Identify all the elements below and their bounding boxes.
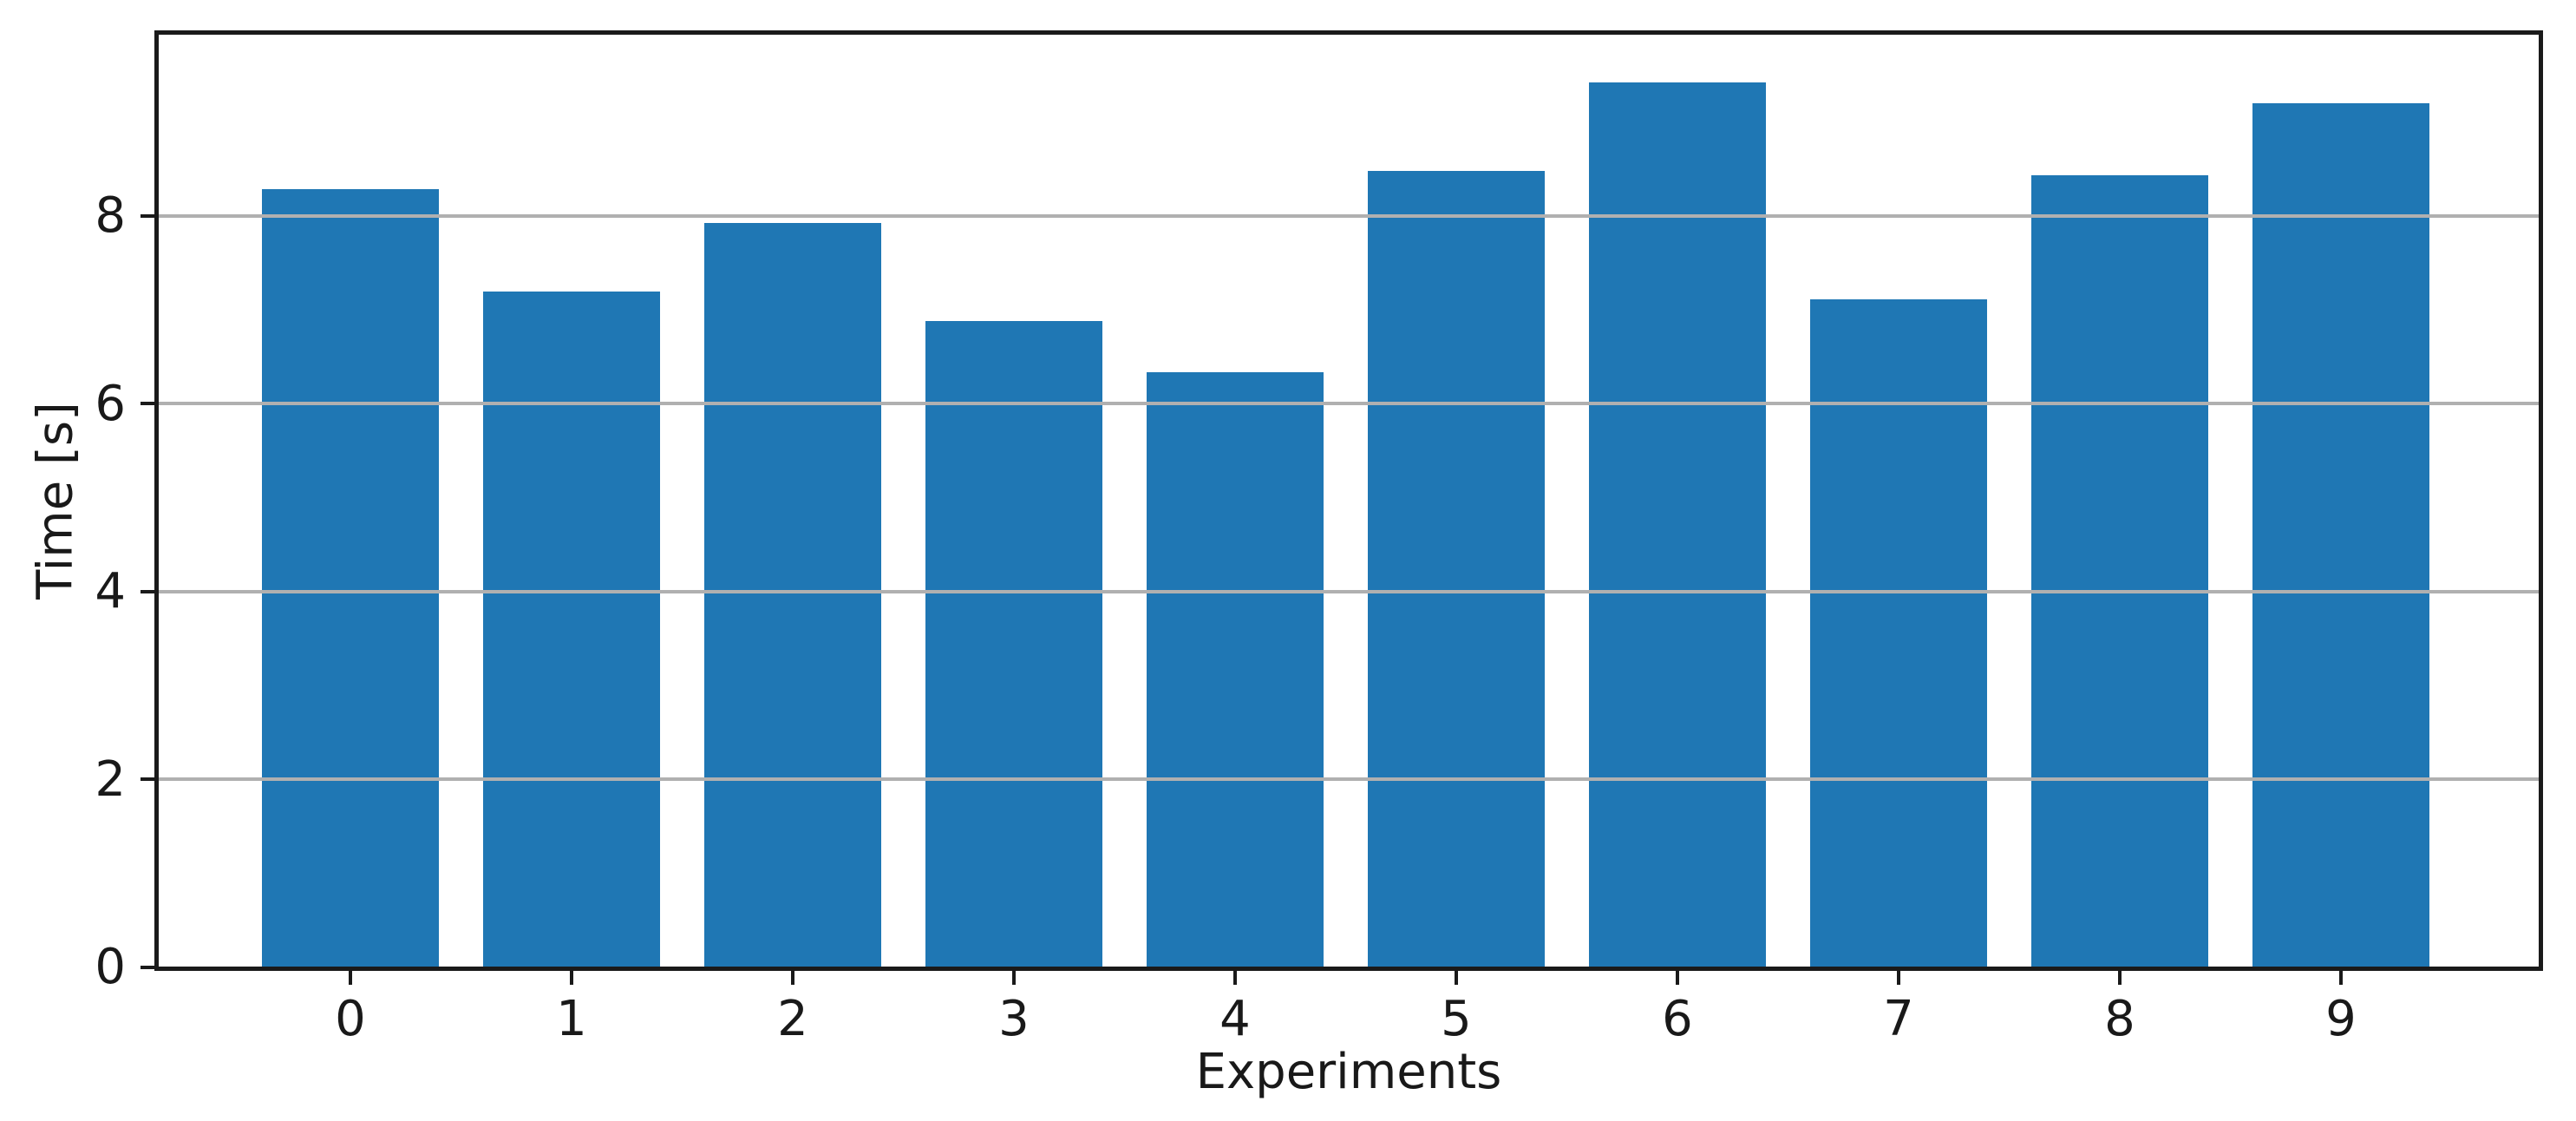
y-tick-mark-8 bbox=[141, 213, 154, 218]
x-tick-mark-8 bbox=[2118, 969, 2122, 985]
y-tick-mark-0 bbox=[141, 965, 154, 969]
x-tick-mark-4 bbox=[1233, 969, 1237, 985]
bar-experiment-7 bbox=[1810, 298, 1987, 967]
x-tick-label-5: 5 bbox=[1441, 990, 1472, 1047]
x-tick-mark-9 bbox=[2339, 969, 2343, 985]
x-tick-mark-3 bbox=[1012, 969, 1016, 985]
x-tick-label-9: 9 bbox=[2325, 990, 2357, 1047]
gridline-y-8 bbox=[159, 213, 2539, 218]
x-tick-label-7: 7 bbox=[1883, 990, 1914, 1047]
bar-experiment-2 bbox=[704, 223, 881, 967]
x-tick-label-2: 2 bbox=[777, 990, 808, 1047]
bar-experiment-3 bbox=[925, 320, 1102, 967]
y-tick-label-0: 0 bbox=[95, 939, 126, 995]
bar-experiment-4 bbox=[1147, 372, 1324, 967]
x-tick-label-8: 8 bbox=[2104, 990, 2135, 1047]
bar-experiment-6 bbox=[1589, 82, 1766, 967]
x-tick-mark-1 bbox=[570, 969, 573, 985]
x-tick-mark-5 bbox=[1455, 969, 1458, 985]
y-tick-mark-6 bbox=[141, 402, 154, 406]
bar-experiment-9 bbox=[2252, 102, 2429, 967]
x-tick-label-3: 3 bbox=[998, 990, 1030, 1047]
gridline-y-2 bbox=[159, 777, 2539, 782]
bar-experiment-0 bbox=[262, 189, 439, 967]
bar-experiment-8 bbox=[2031, 174, 2208, 967]
y-tick-label-6: 6 bbox=[95, 375, 126, 432]
gridline-y-6 bbox=[159, 402, 2539, 406]
bar-experiment-1 bbox=[483, 292, 660, 967]
x-tick-mark-2 bbox=[791, 969, 794, 985]
y-tick-mark-2 bbox=[141, 777, 154, 782]
x-tick-mark-7 bbox=[1897, 969, 1900, 985]
x-tick-mark-0 bbox=[349, 969, 352, 985]
y-axis-label: Time [s] bbox=[27, 402, 84, 600]
x-tick-label-1: 1 bbox=[556, 990, 587, 1047]
y-tick-label-2: 2 bbox=[95, 751, 126, 808]
x-tick-label-0: 0 bbox=[335, 990, 366, 1047]
x-axis-label: Experiments bbox=[1195, 1043, 1502, 1100]
plot-area bbox=[154, 30, 2543, 971]
x-tick-label-6: 6 bbox=[1662, 990, 1693, 1047]
y-tick-mark-4 bbox=[141, 589, 154, 593]
y-tick-label-8: 8 bbox=[95, 187, 126, 245]
gridline-y-4 bbox=[159, 589, 2539, 593]
x-tick-mark-6 bbox=[1676, 969, 1679, 985]
x-tick-label-4: 4 bbox=[1219, 990, 1251, 1047]
y-tick-label-4: 4 bbox=[95, 563, 126, 620]
bar-experiment-5 bbox=[1368, 171, 1545, 967]
